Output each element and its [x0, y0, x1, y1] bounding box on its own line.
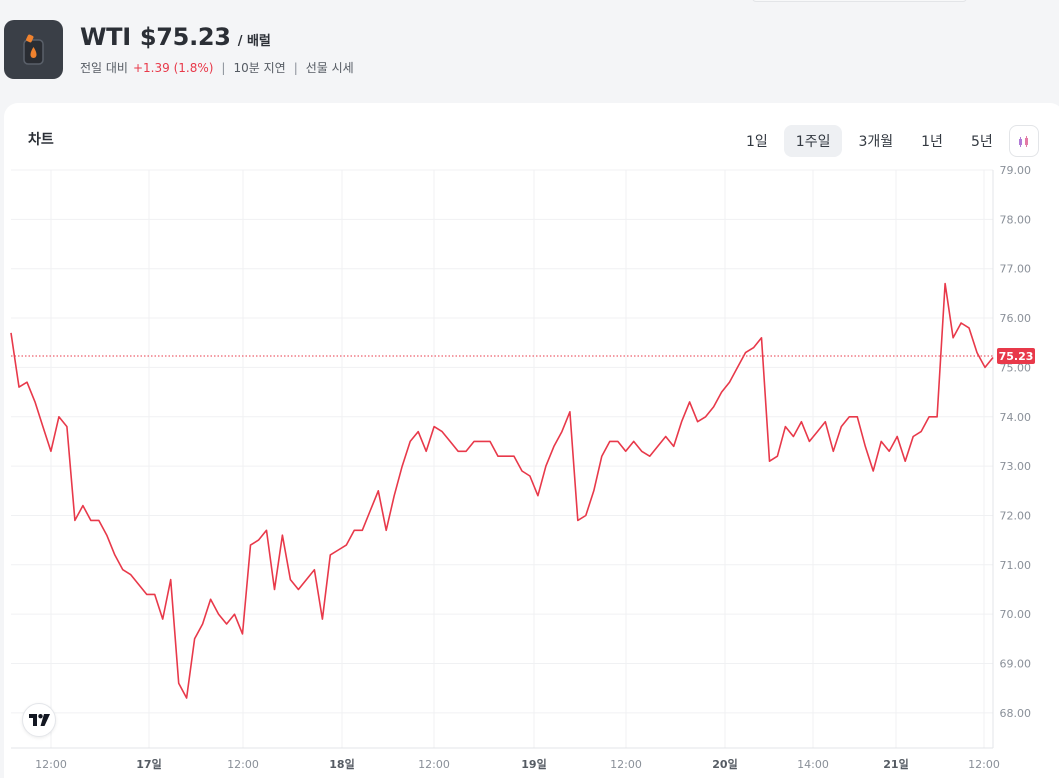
x-tick-label: 20일	[712, 757, 737, 771]
y-tick-label: 71.00	[1000, 559, 1032, 572]
x-tick-label: 19일	[521, 757, 546, 771]
current-price-label: 75.23	[999, 350, 1034, 363]
y-tick-label: 75.00	[1000, 361, 1032, 374]
tradingview-logo-icon[interactable]	[22, 703, 56, 737]
separator: |	[293, 60, 298, 75]
x-tick-label: 14:00	[797, 758, 829, 771]
change-label: 전일 대비	[80, 61, 128, 75]
range-1w-button[interactable]: 1주일	[783, 125, 843, 157]
chart-card: 차트 1일 1주일 3개월 1년 5년	[4, 103, 1059, 778]
x-tick-label: 12:00	[968, 758, 1000, 771]
instrument-price: $75.23	[139, 23, 231, 51]
range-5y-button[interactable]: 5년	[970, 134, 993, 150]
y-tick-label: 79.00	[1000, 164, 1032, 177]
y-tick-label: 69.00	[1000, 658, 1032, 671]
source-label: 선물 시세	[305, 61, 354, 75]
x-tick-label: 18일	[329, 757, 354, 771]
change-value: +1.39 (1.8%)	[132, 60, 214, 75]
oil-can-icon	[4, 20, 63, 79]
range-1d-button[interactable]: 1일	[746, 134, 768, 150]
x-tick-label: 12:00	[610, 758, 642, 771]
y-tick-label: 68.00	[1000, 707, 1032, 720]
header: WTI $75.23 / 배럴 전일 대비 +1.39 (1.8%) | 10분…	[4, 20, 604, 80]
y-tick-label: 73.00	[1000, 460, 1032, 473]
range-3m-button[interactable]: 3개월	[858, 134, 894, 150]
y-tick-label: 78.00	[1000, 213, 1032, 226]
chart-type-button[interactable]	[1009, 125, 1039, 157]
range-selector: 1일 1주일 3개월 1년 5년	[734, 125, 1009, 157]
candlestick-icon	[1019, 136, 1028, 147]
y-tick-label: 74.00	[1000, 411, 1032, 424]
x-tick-label: 12:00	[35, 758, 67, 771]
delay-label: 10분 지연	[233, 61, 286, 75]
range-1y-button[interactable]: 1년	[921, 134, 943, 150]
x-tick-label: 21일	[883, 757, 908, 771]
y-tick-label: 72.00	[1000, 509, 1032, 522]
current-price-badge	[997, 348, 1035, 365]
price-unit: / 배럴	[237, 34, 271, 49]
chart-card-title: 차트	[28, 132, 54, 148]
separator: |	[221, 60, 226, 75]
y-tick-label: 76.00	[1000, 312, 1032, 325]
price-series-line	[10, 282, 994, 699]
x-tick-label: 12:00	[227, 758, 259, 771]
y-tick-label: 77.00	[1000, 263, 1032, 276]
x-tick-label: 12:00	[418, 758, 450, 771]
instrument-name: WTI	[80, 23, 131, 51]
y-tick-label: 70.00	[1000, 608, 1032, 621]
x-tick-label: 17일	[136, 757, 161, 771]
